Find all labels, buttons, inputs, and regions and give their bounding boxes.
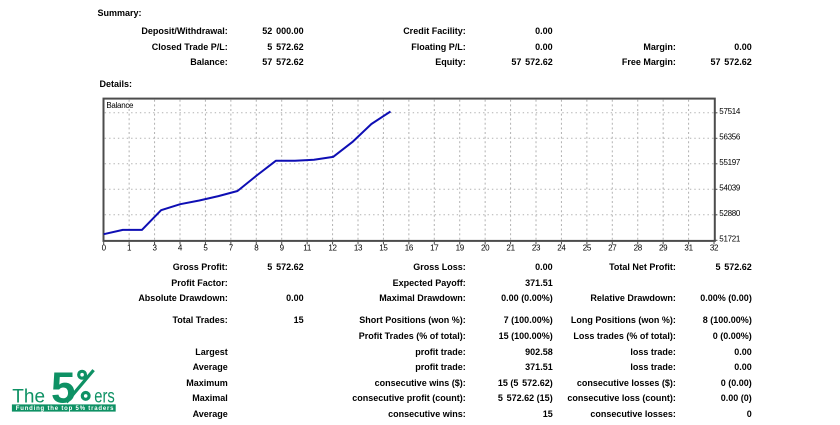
svg-text:13: 13 [354,244,363,253]
svg-text:25: 25 [583,244,592,253]
svg-text:21: 21 [506,244,515,253]
svg-text:5: 5 [203,244,208,253]
svg-text:15: 15 [379,244,388,253]
svg-text:32: 32 [710,244,719,253]
svg-text:12: 12 [328,244,337,253]
svg-text:27: 27 [608,244,617,253]
svg-text:29: 29 [659,244,668,253]
svg-text:52880: 52880 [719,209,741,218]
svg-text:31: 31 [684,244,693,253]
svg-text:ers: ers [94,386,115,407]
svg-text:51721: 51721 [719,235,741,244]
svg-text:17: 17 [430,244,439,253]
svg-text:4: 4 [178,244,183,253]
svg-text:20: 20 [481,244,490,253]
svg-text:1: 1 [127,244,132,253]
svg-text:56356: 56356 [719,133,741,142]
svg-text:19: 19 [456,244,465,253]
svg-text:7: 7 [229,244,234,253]
svg-text:The: The [12,386,45,407]
svg-text:0: 0 [102,244,107,253]
svg-text:3: 3 [152,244,157,253]
svg-text:54039: 54039 [719,184,741,193]
svg-text:5: 5 [51,363,75,412]
svg-text:11: 11 [303,244,312,253]
svg-text:9: 9 [280,244,285,253]
svg-text:57514: 57514 [719,107,741,116]
svg-text:8: 8 [254,244,259,253]
svg-text:28: 28 [634,244,643,253]
svg-text:24: 24 [557,244,566,253]
svg-text:16: 16 [405,244,414,253]
svg-text:Funding the top 5% traders: Funding the top 5% traders [16,406,114,412]
svg-text:55197: 55197 [719,158,741,167]
svg-text:Balance: Balance [106,101,134,110]
svg-text:23: 23 [532,244,541,253]
